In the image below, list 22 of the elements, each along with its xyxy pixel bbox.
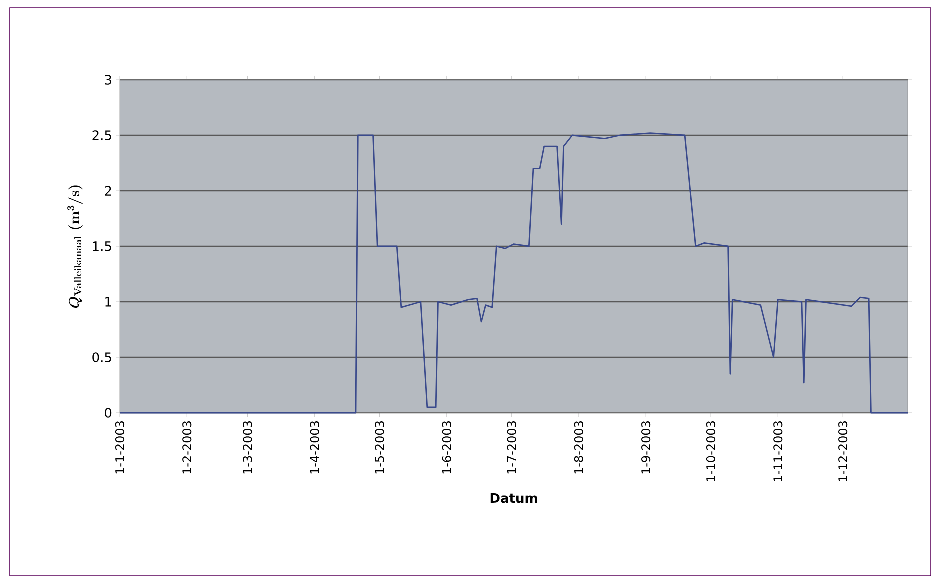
x-axis-title: Datum xyxy=(490,494,538,504)
x-tick-label: 1-4-2003 xyxy=(310,422,320,474)
x-tick-label: 1-10-2003 xyxy=(706,422,716,482)
line-series xyxy=(119,132,909,414)
y-tick-label: 2.5 xyxy=(92,130,112,140)
x-tick-label: 1-5-2003 xyxy=(375,422,384,474)
y-tick-label: 0.5 xyxy=(92,352,112,362)
x-tick-label: 1-8-2003 xyxy=(574,422,584,474)
x-tick-label: 1-7-2003 xyxy=(507,422,516,474)
x-tick-label: 1-6-2003 xyxy=(442,422,452,474)
x-tick-label: 1-2-2003 xyxy=(182,422,192,474)
x-tick-label: 1-3-2003 xyxy=(243,422,252,474)
y-tick-label: 3 xyxy=(105,75,112,85)
x-tick-label: 1-12-2003 xyxy=(838,422,848,482)
x-tick-label: 1-9-2003 xyxy=(642,422,651,474)
x-tick-label: 1-1-2003 xyxy=(115,422,125,474)
y-tick-label: 2 xyxy=(105,186,112,196)
y-tick-label: 1.5 xyxy=(93,242,112,252)
x-tick-label: 1-11-2003 xyxy=(774,422,783,482)
y-tick-label: 0 xyxy=(105,408,112,418)
y-axis-title: $Q_{\mathbf{Valleikanaal}}\ (\mathbf{m}^{3}\mathbf{/s})$ xyxy=(68,186,83,308)
y-tick-label: 1 xyxy=(106,297,112,307)
